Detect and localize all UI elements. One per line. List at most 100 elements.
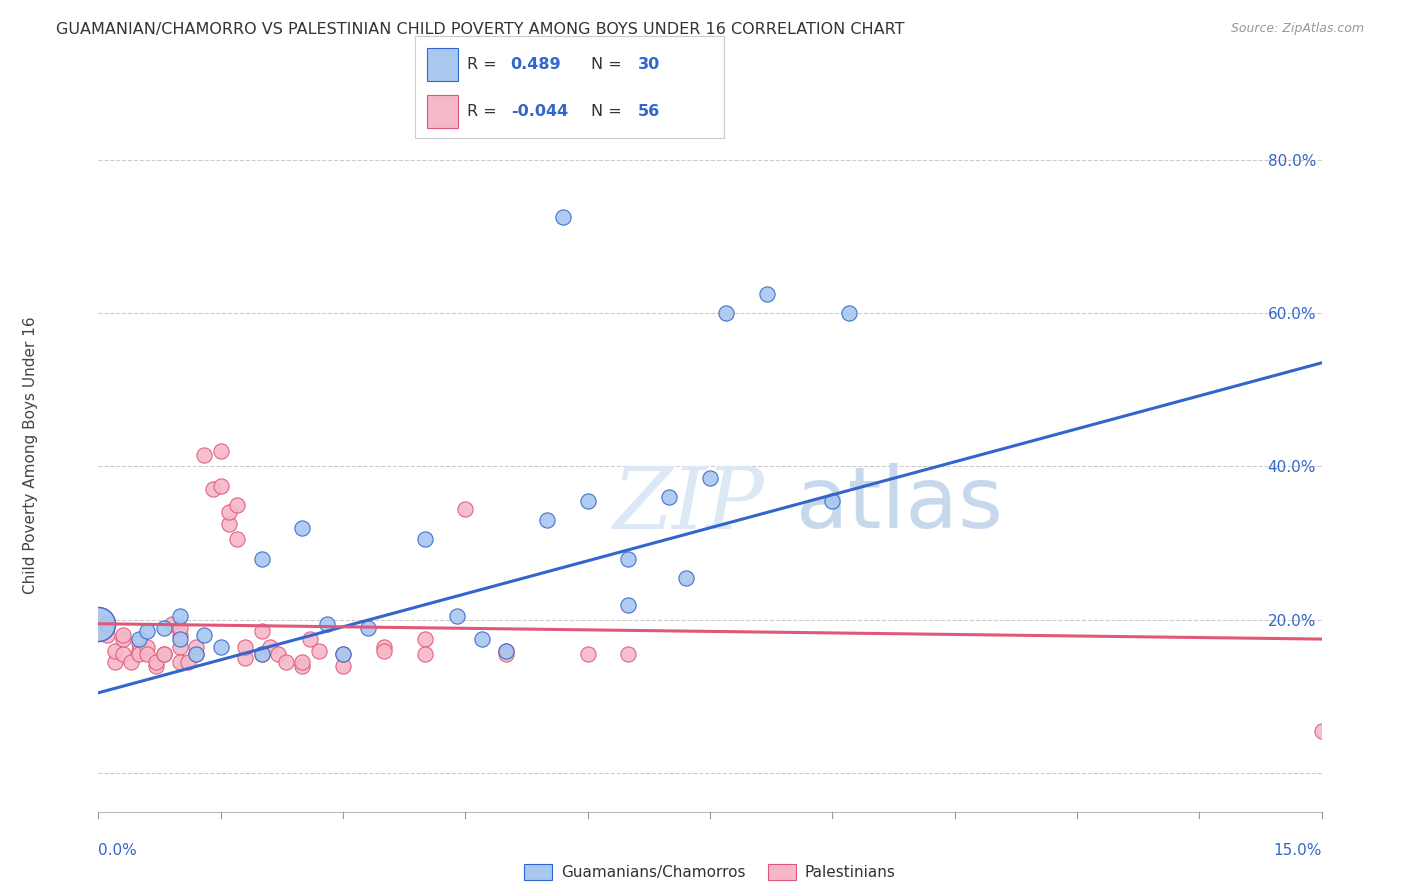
Point	[274, 655, 297, 669]
Point	[675, 571, 697, 585]
Point	[821, 494, 844, 508]
Point	[332, 659, 354, 673]
Point	[291, 521, 314, 535]
Point	[373, 643, 395, 657]
Point	[373, 640, 395, 654]
Point	[267, 648, 290, 662]
Point	[104, 655, 127, 669]
Point	[495, 643, 517, 657]
Point	[250, 648, 273, 662]
Text: 30: 30	[637, 57, 659, 72]
Point	[495, 643, 517, 657]
Text: -0.044: -0.044	[510, 104, 568, 120]
Point	[699, 471, 721, 485]
Point	[413, 648, 436, 662]
Point	[291, 655, 314, 669]
Text: N =: N =	[591, 104, 627, 120]
Point	[152, 648, 174, 662]
Point	[617, 648, 640, 662]
Point	[332, 648, 354, 662]
Point	[177, 655, 200, 669]
Point	[315, 616, 337, 631]
Point	[120, 655, 142, 669]
Point	[454, 501, 477, 516]
Point	[186, 648, 208, 662]
Text: 0.0%: 0.0%	[98, 843, 138, 858]
Point	[87, 616, 110, 631]
Text: atlas: atlas	[796, 463, 1004, 547]
Point	[471, 632, 494, 646]
Text: 0.489: 0.489	[510, 57, 561, 72]
Point	[553, 210, 575, 224]
Point	[152, 621, 174, 635]
Point	[332, 648, 354, 662]
Point	[96, 616, 118, 631]
Point	[96, 628, 118, 642]
Point	[250, 551, 273, 566]
Point	[201, 483, 224, 497]
Point	[413, 632, 436, 646]
Text: Child Poverty Among Boys Under 16: Child Poverty Among Boys Under 16	[24, 316, 38, 594]
Text: ZIP: ZIP	[612, 464, 763, 546]
Point	[111, 632, 134, 646]
Point	[136, 648, 159, 662]
Point	[617, 551, 640, 566]
Point	[226, 498, 249, 512]
Point	[226, 533, 249, 547]
Point	[413, 533, 436, 547]
Point	[169, 609, 191, 624]
Point	[291, 659, 314, 673]
Point	[145, 655, 167, 669]
FancyBboxPatch shape	[427, 95, 458, 128]
Point	[1310, 724, 1333, 739]
Point	[356, 621, 378, 635]
Point	[218, 516, 240, 531]
Point	[576, 648, 599, 662]
Point	[495, 648, 517, 662]
Point	[128, 636, 150, 650]
Point	[128, 643, 150, 657]
Text: GUAMANIAN/CHAMORRO VS PALESTINIAN CHILD POVERTY AMONG BOYS UNDER 16 CORRELATION : GUAMANIAN/CHAMORRO VS PALESTINIAN CHILD …	[56, 22, 904, 37]
Point	[250, 624, 273, 639]
Point	[838, 306, 860, 320]
Point	[152, 648, 174, 662]
Point	[186, 640, 208, 654]
Point	[756, 286, 779, 301]
Point	[259, 640, 281, 654]
Point	[186, 648, 208, 662]
Point	[716, 306, 738, 320]
Legend: Guamanians/Chamorros, Palestinians: Guamanians/Chamorros, Palestinians	[517, 858, 903, 886]
Point	[233, 640, 256, 654]
Text: Source: ZipAtlas.com: Source: ZipAtlas.com	[1230, 22, 1364, 36]
Point	[209, 444, 232, 458]
Point	[111, 628, 134, 642]
Point	[617, 598, 640, 612]
Point	[299, 632, 322, 646]
Point	[111, 648, 134, 662]
Point	[218, 506, 240, 520]
Point	[145, 659, 167, 673]
Point	[136, 640, 159, 654]
Point	[169, 640, 191, 654]
Point	[209, 640, 232, 654]
Point	[169, 632, 191, 646]
Text: R =: R =	[467, 104, 502, 120]
Point	[128, 632, 150, 646]
Text: R =: R =	[467, 57, 502, 72]
Point	[169, 621, 191, 635]
Point	[87, 616, 110, 631]
Point	[193, 448, 215, 462]
Point	[128, 648, 150, 662]
Point	[169, 655, 191, 669]
Point	[136, 624, 159, 639]
Point	[160, 616, 183, 631]
Point	[576, 494, 599, 508]
Text: 15.0%: 15.0%	[1274, 843, 1322, 858]
Text: 56: 56	[637, 104, 659, 120]
Point	[209, 478, 232, 492]
Point	[536, 513, 558, 527]
Point	[169, 628, 191, 642]
Point	[193, 628, 215, 642]
Point	[658, 490, 681, 504]
FancyBboxPatch shape	[427, 48, 458, 81]
